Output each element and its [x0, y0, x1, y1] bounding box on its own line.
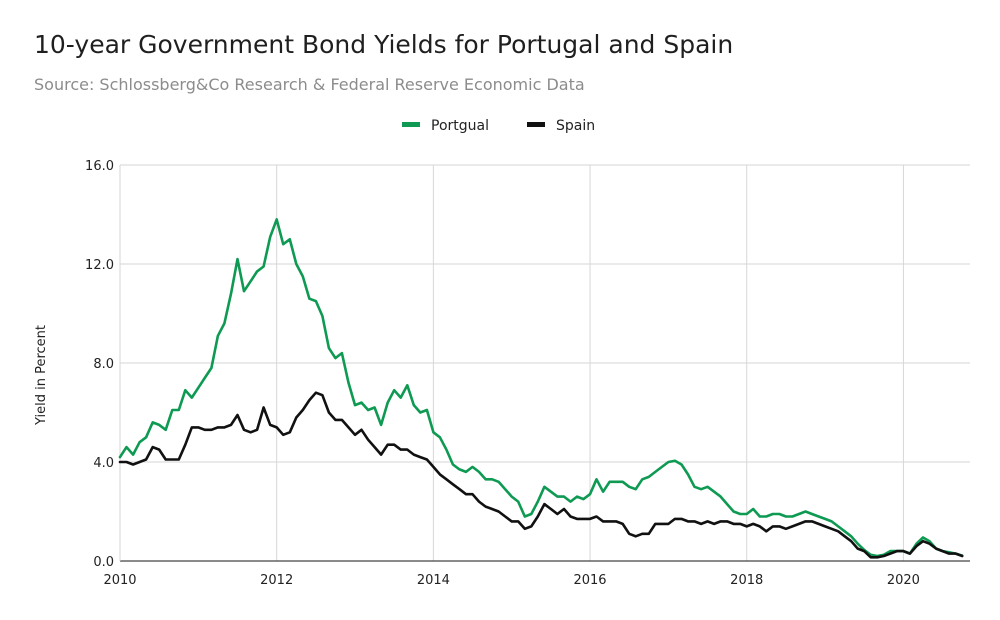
legend-label: Spain [556, 118, 595, 134]
chart-subtitle: Source: Schlossberg&Co Research & Federa… [34, 75, 585, 94]
legend[interactable]: Portgual Spain [402, 118, 595, 134]
axes: 0.0 4.0 8.0 12.0 16.0 2010 2012 2014 2016 2018 202… [85, 159, 970, 588]
legend-item-portgual[interactable]: Portgual [402, 118, 489, 134]
x-tick-label: 2018 [730, 573, 763, 588]
y-tick-label: 8.0 [93, 357, 114, 372]
x-tick-label: 2012 [260, 573, 293, 588]
x-tick-label: 2010 [103, 573, 136, 588]
x-tick-label: 2014 [417, 573, 450, 588]
y-axis-label: Yield in Percent [34, 325, 49, 426]
legend-label: Portgual [431, 118, 489, 134]
gridlines [119, 164, 970, 562]
legend-swatch [402, 122, 420, 127]
x-tick-label: 2020 [887, 573, 920, 588]
chart-title: 10-year Government Bond Yields for Portu… [34, 30, 734, 59]
y-tick-label: 16.0 [85, 159, 114, 174]
y-tick-label: 4.0 [93, 456, 114, 471]
series-line-portgual [118, 218, 964, 558]
series-lines [118, 218, 964, 559]
legend-item-spain[interactable]: Spain [527, 118, 595, 134]
y-tick-label: 0.0 [93, 555, 114, 570]
series-line-spain [118, 391, 964, 559]
x-tick-label: 2016 [573, 573, 606, 588]
legend-swatch [527, 122, 545, 127]
y-tick-label: 12.0 [85, 258, 114, 273]
